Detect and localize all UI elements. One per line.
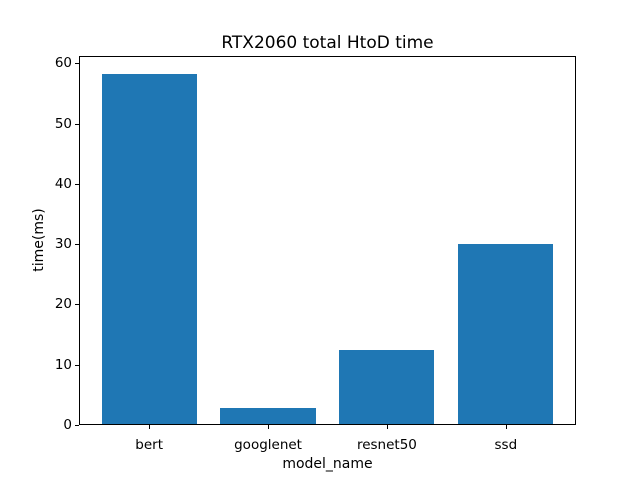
y-tick-label-20: 20 (54, 296, 72, 313)
y-tick-label-30: 30 (54, 236, 72, 253)
y-tick-label-40: 40 (54, 175, 72, 192)
y-tick-label-0: 0 (63, 417, 72, 433)
bar-resnet50 (339, 350, 435, 425)
y-tick-mark-30 (75, 244, 79, 246)
y-tick-mark-60 (75, 63, 79, 65)
x-tick-mark-googlenet (268, 425, 270, 429)
x-tick-mark-bert (149, 425, 151, 429)
chart-title: RTX2060 total HtoD time (221, 33, 434, 53)
y-tick-mark-10 (75, 364, 79, 366)
y-tick-label-50: 50 (54, 115, 72, 132)
x-tick-mark-ssd (505, 425, 507, 429)
x-tick-label-resnet50: resnet50 (356, 437, 417, 453)
x-tick-label-ssd: ssd (494, 437, 518, 453)
plot-area (79, 56, 576, 425)
y-tick-mark-50 (75, 123, 79, 125)
x-tick-label-googlenet: googlenet (234, 437, 302, 453)
y-tick-label-10: 10 (54, 356, 72, 373)
y-tick-mark-0 (75, 425, 79, 426)
bar-googlenet (220, 408, 316, 425)
bar-ssd (458, 243, 554, 425)
y-tick-mark-40 (75, 183, 79, 185)
x-tick-label-bert: bert (135, 437, 163, 453)
y-tick-label-60: 60 (54, 55, 72, 72)
bar-bert (101, 73, 197, 425)
x-tick-mark-resnet50 (386, 425, 388, 429)
x-axis-label: model_name (282, 456, 373, 472)
y-tick-mark-20 (75, 304, 79, 306)
